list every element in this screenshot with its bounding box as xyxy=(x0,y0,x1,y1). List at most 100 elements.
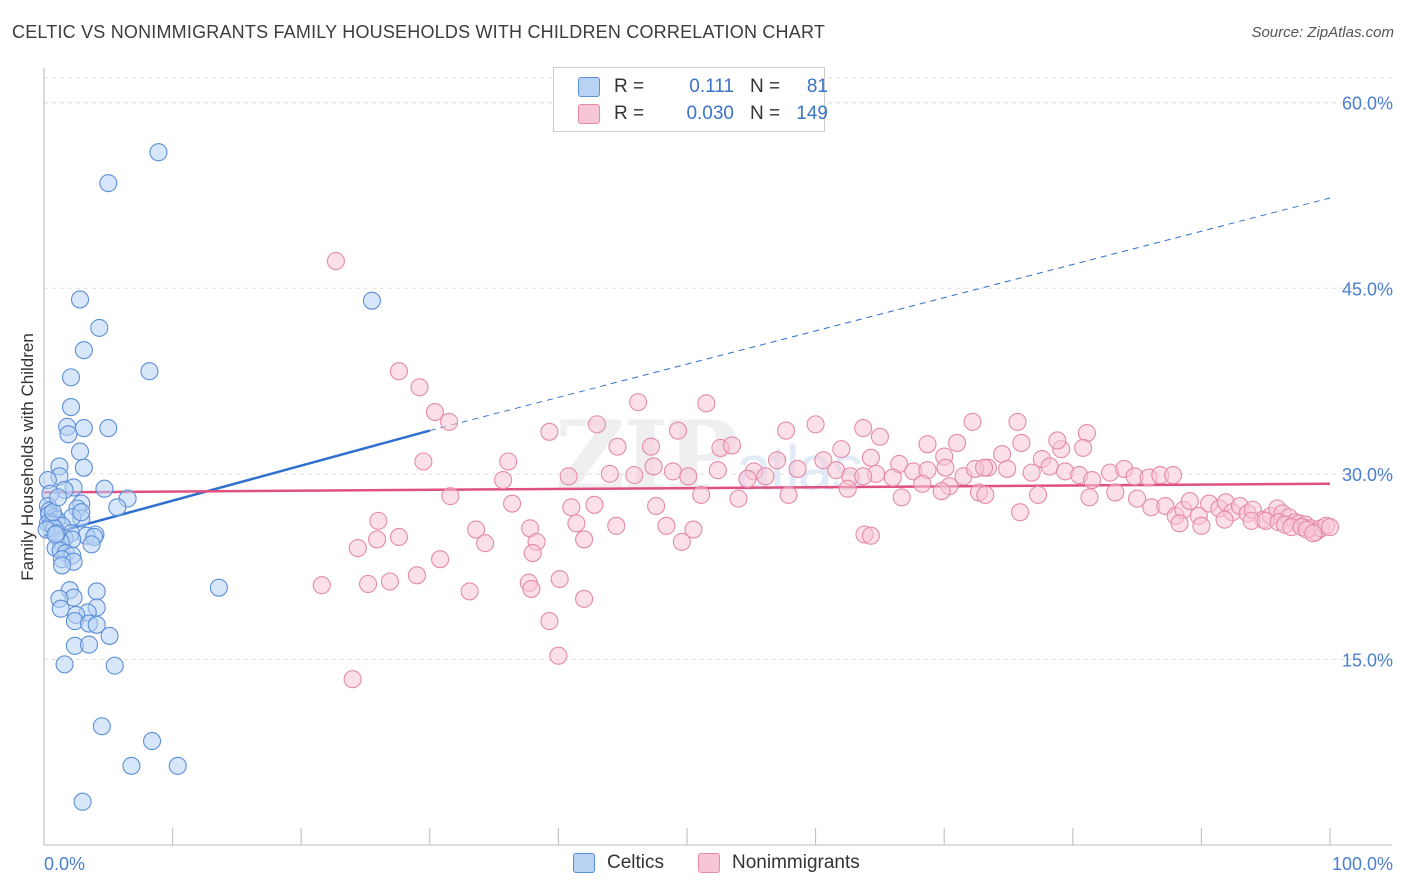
nonimmigrants-point xyxy=(587,415,607,434)
nonimmigrants-point xyxy=(494,471,513,490)
nonimmigrants-point xyxy=(722,436,742,455)
nonimmigrants-point xyxy=(729,489,748,508)
nonimmigrants-point xyxy=(932,482,951,501)
celtics-point xyxy=(59,425,78,444)
nonimmigrants-point xyxy=(832,440,851,459)
celtics-point xyxy=(51,599,70,618)
celtics-point xyxy=(61,368,81,387)
nonimmigrants-point xyxy=(549,646,568,665)
nonimmigrants-point xyxy=(708,461,727,480)
nonimmigrants-point xyxy=(476,534,495,553)
legend-r-label: R = xyxy=(614,76,645,97)
nonimmigrants-point xyxy=(348,539,367,558)
nonimmigrants-point xyxy=(369,511,388,530)
nonimmigrants-point xyxy=(629,393,648,412)
celtics-point xyxy=(74,458,93,477)
nonimmigrants-point xyxy=(647,496,666,516)
nonimmigrants-point xyxy=(425,402,444,422)
nonimmigrants-point xyxy=(936,458,955,477)
celtics-point xyxy=(52,556,72,575)
nonimmigrants-point xyxy=(1180,492,1199,511)
nonimmigrants-point xyxy=(540,422,559,441)
nonimmigrants-point xyxy=(312,576,331,595)
nonimmigrants-point xyxy=(562,498,581,517)
nonimmigrants-point xyxy=(1304,524,1323,543)
nonimmigrants-point xyxy=(892,488,911,507)
grid-lines xyxy=(44,77,1392,660)
x-tick-label: 0.0% xyxy=(44,854,85,874)
nonimmigrants-point xyxy=(410,378,429,397)
celtics-point xyxy=(99,174,118,193)
nonimmigrants-point xyxy=(756,467,775,486)
nonimmigrants-point xyxy=(963,412,982,431)
celtics-point xyxy=(74,419,93,438)
nonimmigrants-point xyxy=(414,452,433,471)
celtics-point xyxy=(99,419,118,438)
legend-n-value: 81 xyxy=(806,76,828,97)
nonimmigrants-point xyxy=(883,468,902,487)
nonimmigrants-point xyxy=(1215,510,1234,529)
legend-n-label: N = xyxy=(750,103,781,124)
nonimmigrants-point xyxy=(1040,457,1059,476)
legend-n-label: N = xyxy=(750,76,781,97)
nonimmigrants-point xyxy=(1080,488,1099,507)
nonimmigrants-point xyxy=(441,487,460,506)
celtics-point xyxy=(209,578,228,597)
nonimmigrants-point xyxy=(854,467,873,486)
nonimmigrants-point xyxy=(767,451,787,470)
y-axis-title: Family Households with Children xyxy=(18,333,37,581)
nonimmigrants-point xyxy=(738,469,757,488)
nonimmigrants-point xyxy=(1106,483,1125,502)
nonimmigrants-point xyxy=(368,530,387,549)
celtics-trend-extension xyxy=(429,197,1331,432)
celtics-point xyxy=(87,615,106,634)
correlation-legend: R = 0.111 N = 81 R = 0.030 N = 149 xyxy=(553,67,828,132)
nonimmigrants-point xyxy=(326,252,345,271)
nonimmigrants-point xyxy=(806,415,825,434)
celtics-point xyxy=(100,626,119,645)
nonimmigrants-point xyxy=(407,566,426,585)
celtics-point xyxy=(46,525,65,544)
nonimmigrants-point xyxy=(607,516,626,535)
nonimmigrants-point xyxy=(359,574,378,594)
celtics-swatch xyxy=(578,77,600,97)
nonimmigrants-point xyxy=(697,394,716,413)
bottom-legend-celtics: Celtics xyxy=(573,852,664,874)
celtics-point xyxy=(55,655,74,674)
nonimmigrants-point xyxy=(523,543,542,563)
nonimmigrants-swatch xyxy=(578,104,600,124)
nonimmigrants-point xyxy=(522,579,541,598)
nonimmigrants-point xyxy=(559,467,578,486)
axis-labels: 15.0% 30.0% 45.0% 60.0% 0.0% 100.0% Family Hou… xyxy=(18,94,1393,874)
celtics-point xyxy=(108,498,127,517)
celtics-point xyxy=(149,143,168,162)
celtics-legend-label: Celtics xyxy=(607,852,665,873)
nonimmigrants-point xyxy=(460,582,479,601)
celtics-point xyxy=(168,756,187,775)
legend-r-label: R = xyxy=(614,103,645,124)
nonimmigrants-point xyxy=(467,520,486,539)
nonimmigrants-point xyxy=(1048,431,1067,450)
nonimmigrants-point xyxy=(503,494,522,513)
nonimmigrants-point xyxy=(440,412,459,431)
nonimmigrants-point xyxy=(1077,423,1096,443)
celtics-legend-swatch xyxy=(573,853,595,873)
nonimmigrants-point xyxy=(861,526,880,545)
nonimmigrants-point xyxy=(668,421,688,440)
nonimmigrants-point xyxy=(1192,516,1211,535)
legend-r-value: 0.111 xyxy=(689,76,734,97)
nonimmigrants-legend-swatch xyxy=(698,853,720,873)
celtics-point xyxy=(90,318,109,337)
bottom-legend-nonimmigrants: Nonimmigrants xyxy=(698,852,860,874)
nonimmigrants-point xyxy=(663,462,682,481)
nonimmigrants-point xyxy=(380,572,399,591)
celtics-point xyxy=(72,503,91,522)
nonimmigrants-point xyxy=(657,516,676,535)
celtics-point xyxy=(122,756,141,775)
nonimmigrants-point xyxy=(684,520,703,539)
nonimmigrants-point xyxy=(1012,433,1031,452)
celtics-point xyxy=(61,398,81,417)
legend-n-value: 149 xyxy=(796,103,828,124)
nonimmigrants-point xyxy=(861,448,880,467)
source-label: Source: ZipAtlas.com xyxy=(1251,24,1394,41)
